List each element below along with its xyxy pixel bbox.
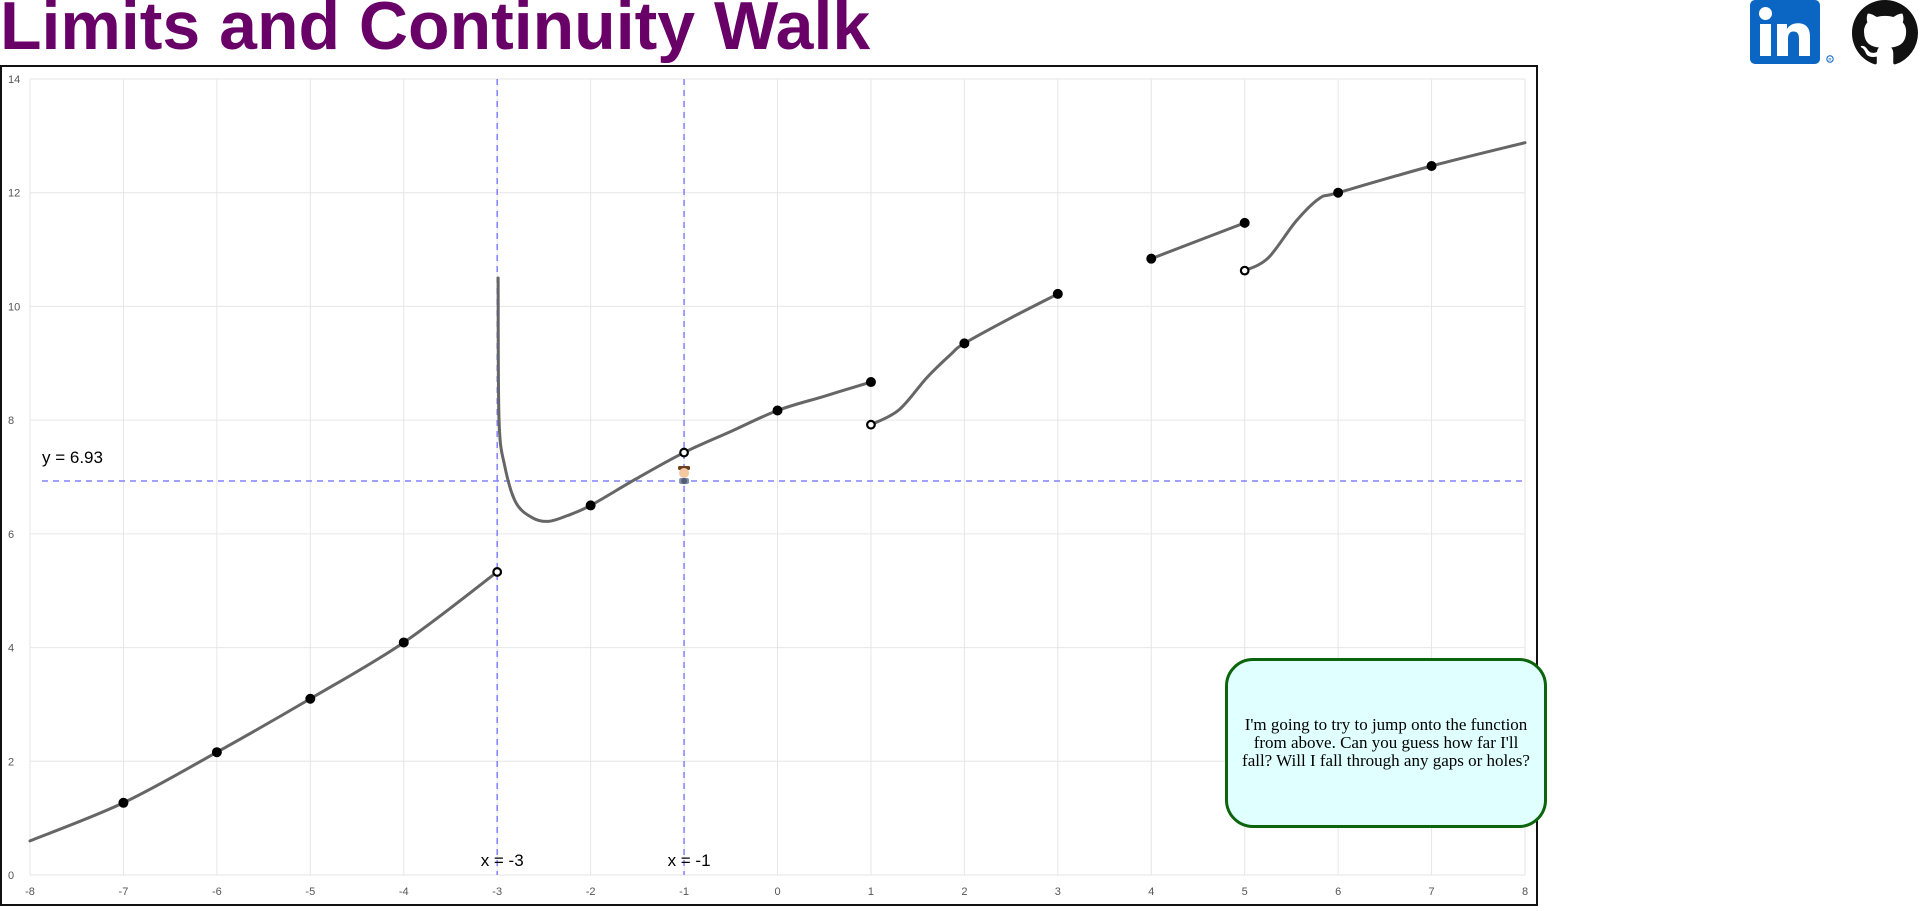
y-tick-label: 14 — [8, 74, 20, 86]
y-tick-label: 10 — [8, 301, 20, 313]
closed-point — [1426, 160, 1437, 171]
closed-point — [305, 693, 316, 704]
open-point — [1239, 265, 1250, 276]
closed-point — [585, 500, 596, 511]
open-point — [866, 419, 876, 430]
y-tick-label: 2 — [8, 756, 14, 768]
closed-point — [959, 338, 970, 349]
github-link[interactable] — [1850, 0, 1920, 66]
github-icon — [1852, 0, 1918, 65]
x-tick-label: 2 — [961, 886, 967, 898]
function-curve-segment — [496, 276, 873, 523]
linkedin-icon: R — [1750, 0, 1834, 64]
x-tick-label: -4 — [399, 886, 409, 898]
closed-point — [1239, 217, 1250, 228]
x-tick-label: -3 — [492, 886, 502, 898]
function-curve-segment — [28, 570, 499, 843]
x-tick-label: 0 — [774, 886, 780, 898]
x-tick-label: 5 — [1242, 886, 1248, 898]
x-tick-label: -7 — [119, 886, 129, 898]
y-tick-label: 4 — [8, 643, 14, 655]
y-tick-label: 12 — [8, 188, 20, 200]
x-tick-label: 1 — [868, 886, 874, 898]
x-tick-label: -2 — [586, 886, 596, 898]
y-tick-label: 8 — [8, 415, 14, 427]
x-tick-label: 4 — [1148, 886, 1154, 898]
open-point — [679, 447, 689, 458]
closed-point — [1333, 187, 1344, 198]
y-tick-label: 0 — [8, 870, 14, 882]
x-tick-label: -5 — [305, 886, 315, 898]
function-curve-segment — [1243, 141, 1527, 273]
open-point — [492, 567, 503, 577]
closed-point — [118, 797, 129, 808]
x-tick-label: 8 — [1522, 886, 1528, 898]
x-tick-label: -8 — [25, 886, 35, 898]
x-tick-label: -1 — [679, 886, 689, 898]
closed-point — [1052, 288, 1063, 299]
closed-point — [865, 377, 876, 388]
walker-character-icon[interactable] — [678, 465, 691, 484]
closed-point — [398, 637, 409, 648]
closed-point — [211, 747, 222, 758]
speech-bubble: I'm going to try to jump onto the functi… — [1225, 658, 1547, 828]
vertical-guide-label: x = -3 — [481, 851, 524, 870]
x-tick-label: 3 — [1055, 886, 1061, 898]
x-tick-label: 7 — [1429, 886, 1435, 898]
page-title: Limits and Continuity Walk — [0, 0, 871, 64]
svg-text:R: R — [1828, 57, 1832, 62]
x-tick-label: 6 — [1335, 886, 1341, 898]
vertical-guide-label: x = -1 — [668, 851, 711, 870]
function-curve-segment — [1149, 221, 1247, 261]
closed-point — [772, 405, 783, 416]
x-tick-label: -6 — [212, 886, 222, 898]
horizontal-guide-label: y = 6.93 — [42, 448, 103, 467]
function-curve-segment — [869, 292, 1060, 427]
y-tick-label: 6 — [8, 529, 14, 541]
linkedin-link[interactable]: R — [1750, 0, 1836, 66]
speech-bubble-text: I'm going to try to jump onto the functi… — [1242, 715, 1530, 770]
closed-point — [1146, 253, 1157, 264]
